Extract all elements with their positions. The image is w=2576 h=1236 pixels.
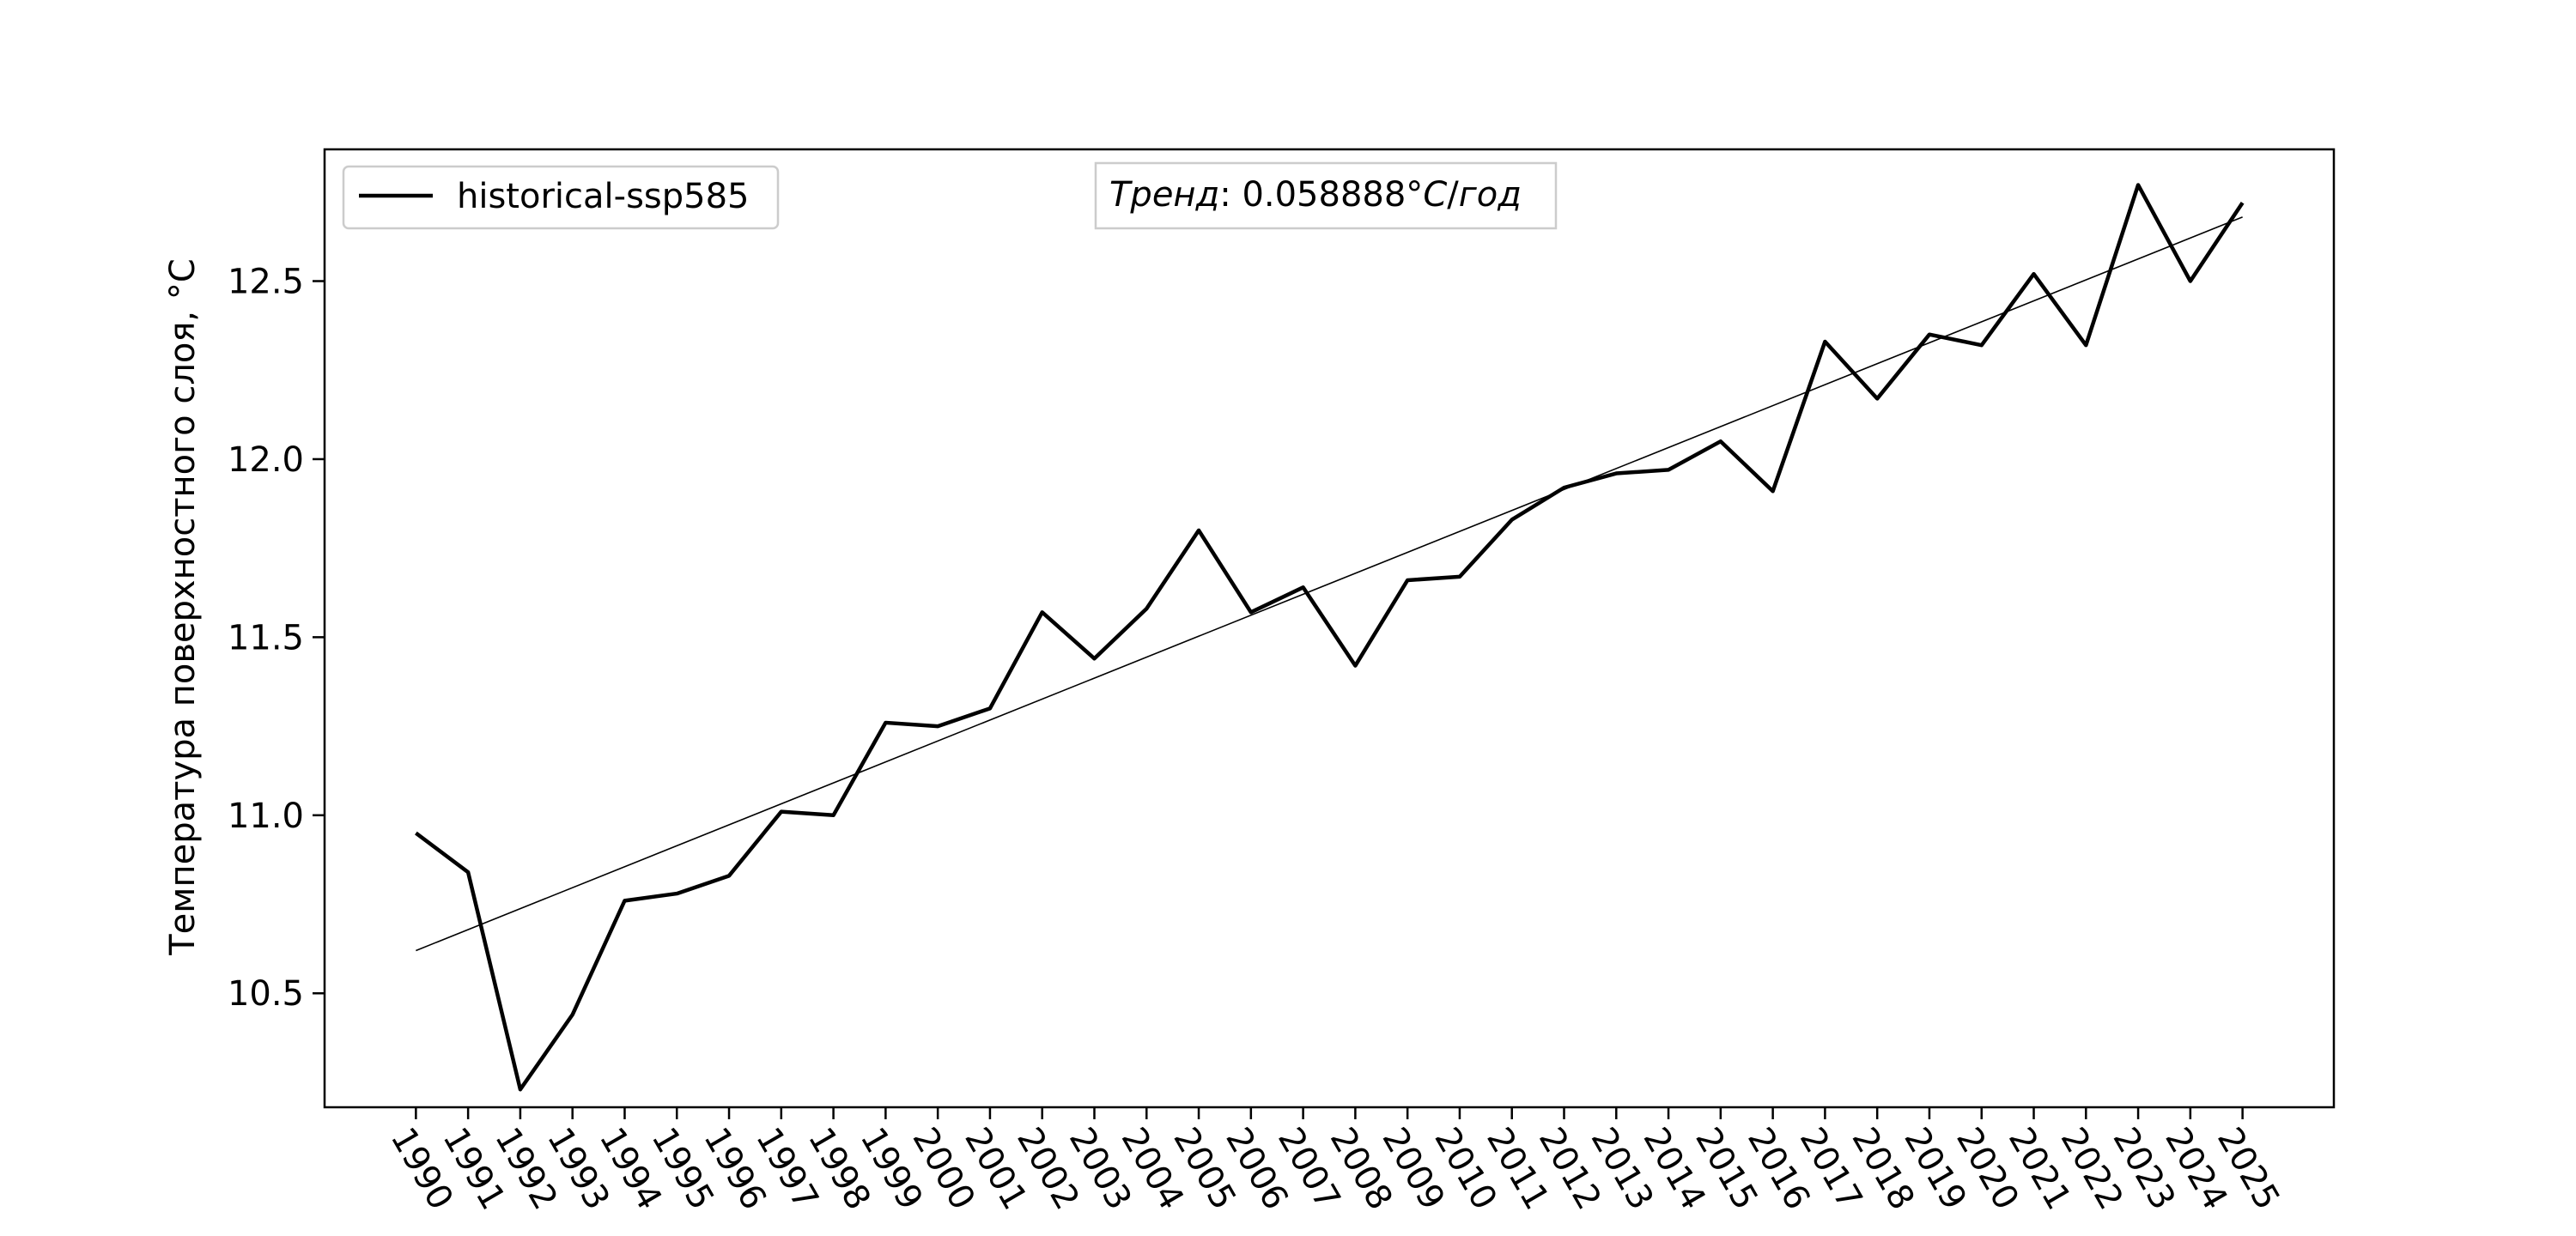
- y-tick-label: 11.0: [228, 797, 304, 836]
- y-tick-label: 10.5: [228, 974, 304, 1014]
- y-tick-label: 11.5: [228, 618, 304, 657]
- legend-box: [342, 165, 780, 230]
- trend-annotation-text: Тренд: 0.058888°C/год: [1109, 175, 1522, 215]
- trend-line: [416, 216, 2243, 952]
- trend-annotation-box: [1094, 161, 1558, 230]
- y-axis: 10.5 11.0 11.5 12.0 12.5: [228, 263, 325, 1014]
- y-axis-label: Температура поверхностного слоя, °C: [163, 258, 203, 956]
- plot-layer: [415, 183, 2245, 1092]
- y-tick-label: 12.0: [228, 440, 304, 480]
- y-tick-label: 12.5: [228, 263, 304, 302]
- series-line-historical-ssp585: [415, 183, 2245, 1092]
- legend-entry: historical-ssp585: [457, 177, 750, 216]
- x-axis: 1990199119921993199419951996199719981999…: [383, 1107, 2287, 1216]
- axes-frame: [323, 148, 2336, 1109]
- legend: historical-ssp585: [342, 165, 780, 230]
- trend-annotation: Тренд: 0.058888°C/год: [1094, 161, 1558, 230]
